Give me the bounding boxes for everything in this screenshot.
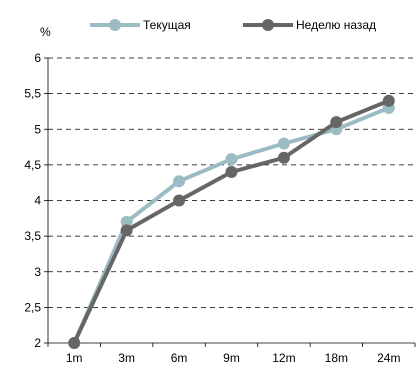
data-point-series-0: [277, 137, 290, 150]
legend-swatch-marker: [262, 19, 274, 31]
x-tick-label: 3m: [118, 351, 135, 365]
y-axis-tick-labels: 2 2,5 3 3,5 4 4,5 5 5,5 6: [24, 51, 41, 350]
series-layer: [68, 94, 395, 349]
legend-label: Текущая: [143, 18, 191, 32]
data-point-series-0: [173, 175, 186, 188]
data-point-series-1: [120, 224, 133, 237]
x-tick-label: 9m: [223, 351, 240, 365]
y-tick-label: 2: [34, 336, 41, 350]
y-tick-label: 3: [34, 265, 41, 279]
data-point-series-1: [225, 166, 238, 178]
x-tick-label: 24m: [377, 351, 400, 365]
x-tick-label: 18m: [325, 351, 348, 365]
data-point-series-1: [68, 337, 81, 349]
gridlines: [44, 57, 416, 347]
y-axis-unit-label: %: [40, 25, 51, 39]
data-point-series-1: [173, 194, 186, 207]
legend-label: Неделю назад: [296, 18, 376, 32]
x-tick-label: 6m: [171, 351, 188, 365]
data-point-series-1: [382, 94, 395, 107]
y-tick-label: 5,5: [24, 87, 41, 101]
data-point-series-0: [225, 153, 238, 166]
y-tick-label: 4: [34, 194, 41, 208]
y-tick-label: 2,5: [24, 300, 41, 314]
y-tick-label: 6: [34, 51, 41, 65]
data-point-series-1: [330, 116, 343, 129]
x-tick-label: 1m: [66, 351, 83, 365]
legend: Текущая Неделю назад: [90, 18, 376, 32]
data-point-series-0: [120, 215, 133, 228]
y-tick-label: 5: [34, 122, 41, 136]
y-tick-label: 3,5: [24, 229, 41, 243]
legend-swatch-marker: [109, 19, 121, 31]
y-tick-label: 4,5: [24, 158, 41, 172]
x-tick-label: 12m: [272, 351, 295, 365]
data-point-series-1: [277, 151, 290, 164]
x-axis-tick-labels: 1m 3m 6m 9m 12m 18m 24m: [66, 351, 401, 365]
